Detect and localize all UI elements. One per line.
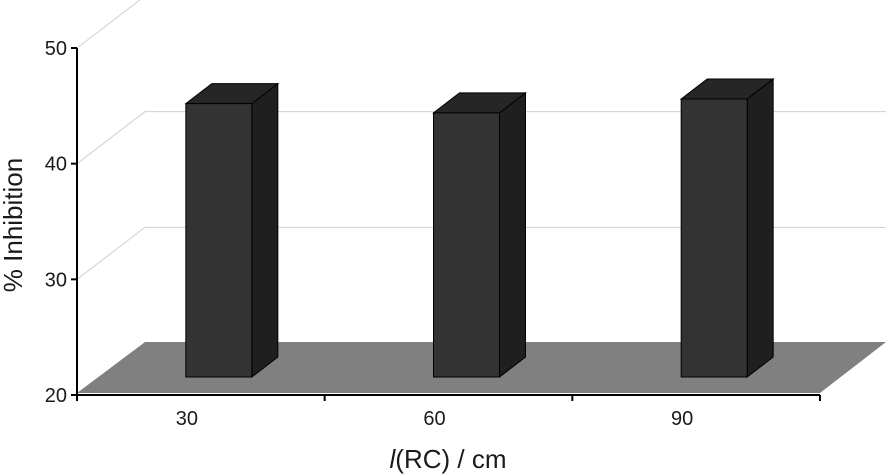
y-tick-labels: 20 30 40 50 (45, 38, 67, 407)
chart-axes (71, 47, 821, 401)
x-axis-title: l(RC) / cm (390, 444, 507, 474)
x-tick-label: 30 (176, 408, 198, 430)
gridline-diagonal (76, 0, 141, 49)
bar-side-face (746, 77, 774, 379)
bar-front-face (433, 112, 500, 378)
x-tick-label: 90 (671, 408, 693, 430)
x-axis-title-unit: (RC) / cm (395, 444, 506, 474)
y-axis-title: % Inhibition (0, 158, 28, 292)
y-tick-label: 40 (45, 154, 67, 176)
bar-front-face (680, 98, 748, 378)
bar-side-face (251, 82, 279, 379)
bar-side-face (499, 91, 526, 379)
x-tick-label: 60 (423, 408, 445, 430)
bar (679, 77, 775, 379)
bar-front-face (185, 103, 253, 378)
gridline-diagonal (76, 226, 146, 280)
bar (432, 91, 527, 379)
bar (184, 82, 280, 379)
x-tick-labels: 30 60 90 (176, 408, 694, 430)
bars-group (184, 77, 775, 379)
y-tick-label: 30 (45, 269, 67, 291)
y-tick-label: 50 (45, 38, 67, 60)
gridline-diagonal (76, 111, 146, 165)
x-axis-title-variable: l (390, 444, 397, 474)
y-tick-label: 20 (45, 385, 67, 407)
